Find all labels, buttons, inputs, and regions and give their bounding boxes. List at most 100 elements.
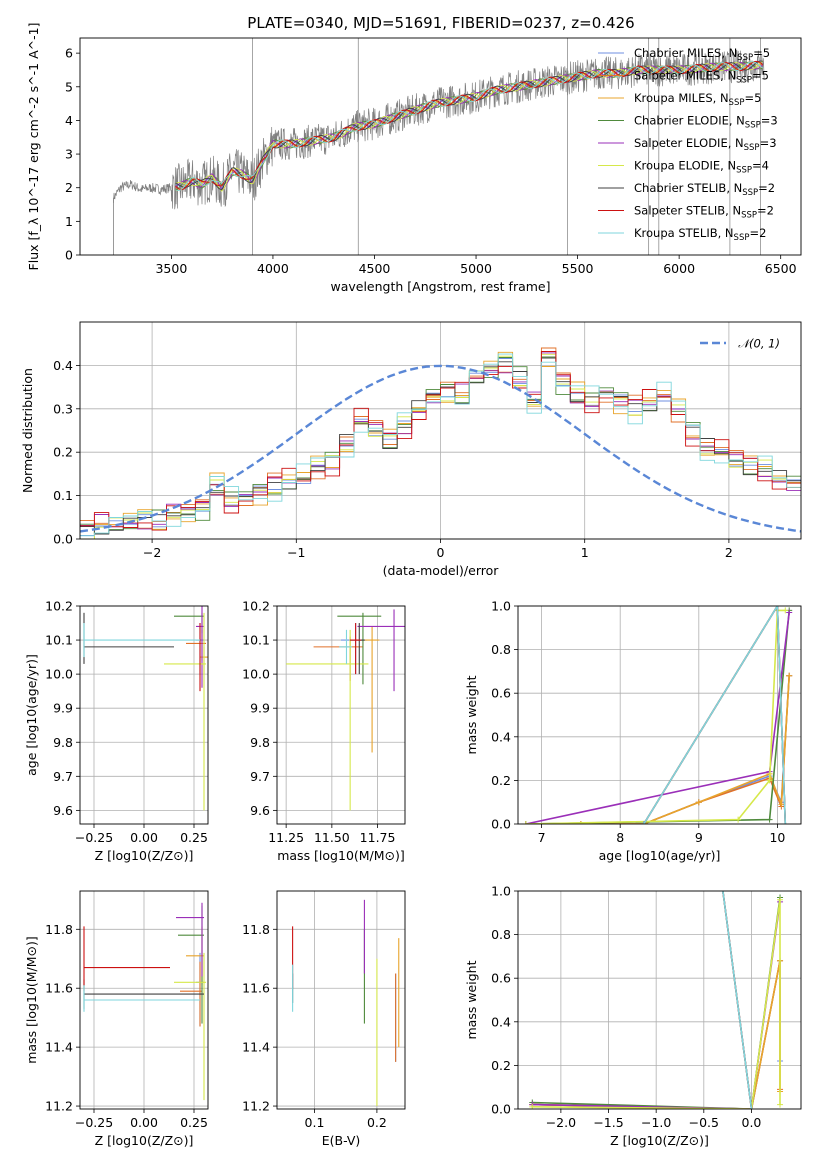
residuals-ytick-label: 0.2: [53, 445, 73, 460]
mass_weight_vs_Z-panel: −2.0 −1.5 −1.0 −0.5 0.0 0.0 0.2 0.4 0.6 0.8 1.0 Z […: [464, 884, 802, 1148]
age_vs_mass-ytick-label: 10.2: [242, 599, 270, 614]
mass_vs_ebv-ytick-label: 11.2: [242, 1099, 270, 1114]
mass-weight-marker-kroupa_elodie: [777, 896, 784, 903]
mass-weight-marker-kroupa_elodie: [777, 1101, 784, 1108]
mass_weight_vs_Z-ytick-label: 0.0: [491, 1102, 511, 1117]
age_vs_mass-frame: [276, 605, 406, 825]
mass_weight_vs_age-xtick-label: 7: [538, 830, 546, 845]
spectrum-xtick-label: 4500: [359, 261, 391, 276]
age_vs_mass-ytick-label: 9.8: [250, 735, 270, 750]
spectrum-xtick-label: 3500: [155, 261, 187, 276]
mass_weight_vs_Z-xtick-label: −1.0: [641, 1115, 671, 1130]
age_vs_mass-xtick-label: 11.75: [360, 830, 396, 845]
legend-label-chabrier_stelib: Chabrier STELIB, NSSP=2: [634, 181, 775, 198]
age_vs_mass-xlabel: mass [log10(M/M⊙)]: [277, 848, 405, 863]
mass-weight-line-salpeter_stelib: [643, 606, 787, 824]
mass-weight-marker-kroupa_miles: [577, 821, 584, 824]
age_vs_Z-ytick-label: 10.0: [45, 667, 73, 682]
mass-weight-marker-chabrier_elodie: [766, 816, 773, 823]
mass_weight_vs_age-ytick-label: 0.8: [491, 642, 511, 657]
legend-label-salpeter_elodie: Salpeter ELODIE, NSSP=3: [634, 136, 777, 153]
mass-weight-marker-kroupa_elodie: [735, 816, 742, 823]
spectrum-plot-area: [113, 38, 765, 255]
spectrum-panel: 3500 4000 4500 5000 5500 6000 6500 0 1 2 3 4 5 6 wavel…: [26, 23, 802, 294]
mass-weight-marker-kroupa_stelib: [719, 891, 726, 894]
age_vs_Z-ytick-label: 9.6: [53, 803, 73, 818]
mass-weight-line-kroupa_stelib: [643, 606, 787, 824]
mass_weight_vs_Z-xtick-label: −0.5: [689, 1115, 719, 1130]
mass_weight_vs_age-panel: 7 8 9 10 0.0 0.2 0.4 0.6 0.8 1.0 age [log10(age/yr…: [464, 599, 802, 863]
residuals-plot-area: [80, 347, 801, 539]
mass-weight-line-kroupa_elodie: [525, 609, 786, 824]
residuals-xtick-label: −2: [143, 545, 161, 560]
mass_vs_ebv-ytick-label: 11.8: [242, 922, 270, 937]
residuals-ytick-label: 0.3: [53, 401, 73, 416]
mass-weight-marker-kroupa_elodie: [766, 777, 773, 784]
age_vs_mass-xtick-label: 11.50: [314, 830, 350, 845]
mass_weight_vs_age-xtick-label: 10: [769, 830, 785, 845]
residuals-panel: −2 −1 0 1 2 0.0 0.1 0.2 0.3 0.4 (data-model)/error…: [20, 321, 802, 578]
residuals-xtick-label: 2: [725, 545, 733, 560]
spectrum-ytick-label: 1: [65, 214, 73, 229]
age_vs_mass-plot-area: [286, 609, 405, 811]
normal-curve-line: [80, 364, 801, 533]
mass_weight_vs_Z-plot-area: [529, 891, 784, 1109]
mass_weight_vs_Z-ytick-label: 1.0: [491, 884, 511, 899]
spectrum-ylabel: Flux [f_λ 10^-17 erg cm^-2 s^-1 A^-1]: [26, 23, 41, 271]
mass-weight-line-chabrier_elodie: [525, 610, 790, 824]
spectrum-xtick-label: 6000: [663, 261, 695, 276]
age_vs_Z-ytick-label: 10.2: [45, 599, 73, 614]
mass-weight-marker-kroupa_stelib: [640, 821, 647, 824]
mass_weight_vs_age-ytick-label: 0.2: [491, 773, 511, 788]
mass_vs_Z-ytick-label: 11.6: [45, 981, 73, 996]
mass_weight_vs_age-xlabel: age [log10(age/yr)]: [599, 848, 721, 863]
mass_vs_Z-xtick-label: −0.25: [75, 1115, 113, 1130]
mass_weight_vs_Z-xtick-label: −2.0: [546, 1115, 576, 1130]
age_vs_Z-frame: [79, 605, 209, 825]
residuals-ytick-label: 0.4: [53, 358, 73, 373]
mass_vs_Z-plot-area: [83, 902, 206, 1101]
mass_vs_ebv-xtick-label: 0.2: [367, 1115, 387, 1130]
mass_weight_vs_age-xtick-label: 8: [616, 830, 624, 845]
residuals-grid: [80, 322, 801, 540]
mass-weight-marker-kroupa_stelib: [774, 606, 781, 609]
mass_weight_vs_Z-ytick-label: 0.4: [491, 1014, 511, 1029]
spectrum-frame: [79, 37, 802, 256]
mass_vs_Z-xlabel: Z [log10(Z/Z⊙)]: [95, 1133, 194, 1148]
spectrum-xtick-label: 5500: [562, 261, 594, 276]
age_vs_Z-ylabel: age [log10(age/yr)]: [24, 654, 39, 776]
residuals-xtick-label: 0: [437, 545, 445, 560]
mass_weight_vs_age-frame: [517, 605, 802, 825]
age_vs_Z-xtick-label: 0.25: [180, 830, 208, 845]
legend-label-kroupa_miles: Kroupa MILES, NSSP=5: [634, 91, 761, 108]
histogram-step-kroupa_stelib: [80, 353, 801, 537]
mass_weight_vs_Z-ytick-label: 0.8: [491, 927, 511, 942]
age_vs_Z-ytick-label: 9.8: [53, 735, 73, 750]
mass_vs_ebv-panel: 0.1 0.2 11.2 11.4 11.6 11.8 E(B-V): [242, 890, 406, 1148]
spectrum-ytick-label: 0: [65, 248, 73, 263]
spectrum-ytick-label: 4: [65, 113, 73, 128]
age_vs_mass-ytick-label: 9.6: [250, 803, 270, 818]
mass-weight-marker-salpeter_elodie: [786, 609, 793, 616]
mass_vs_ebv-xtick-label: 0.1: [305, 1115, 325, 1130]
mass_weight_vs_age-plot-area: [522, 606, 793, 824]
age_vs_Z-xtick-label: 0.00: [130, 830, 158, 845]
mass_vs_ebv-frame: [276, 890, 406, 1110]
mass-weight-line-chabrier_stelib: [643, 606, 787, 824]
mass_vs_Z-xtick-label: 0.25: [180, 1115, 208, 1130]
age_vs_Z-ytick-label: 9.9: [53, 701, 73, 716]
age_vs_Z-grid: [80, 605, 208, 824]
model-spectrum-kroupa_stelib: [175, 61, 764, 192]
legend-label-salpeter_stelib: Salpeter STELIB, NSSP=2: [634, 204, 774, 221]
mass_vs_Z-frame: [79, 890, 209, 1110]
age_vs_mass-grid: [277, 605, 405, 824]
age_vs_Z-ytick-label: 10.1: [45, 633, 73, 648]
residuals-xtick-label: 1: [581, 545, 589, 560]
figure-title: PLATE=0340, MJD=51691, FIBERID=0237, z=0…: [247, 14, 634, 32]
mass_weight_vs_Z-ytick-label: 0.6: [491, 971, 511, 986]
mass_weight_vs_age-ytick-label: 0.6: [491, 686, 511, 701]
age_vs_Z-xtick-label: −0.25: [75, 830, 113, 845]
mass-weight-marker-kroupa_stelib: [782, 821, 789, 824]
age_vs_Z-panel: −0.25 0.00 0.25 9.6 9.7 9.8 9.9 10.0 10.1 10.2 Z […: [24, 599, 209, 863]
